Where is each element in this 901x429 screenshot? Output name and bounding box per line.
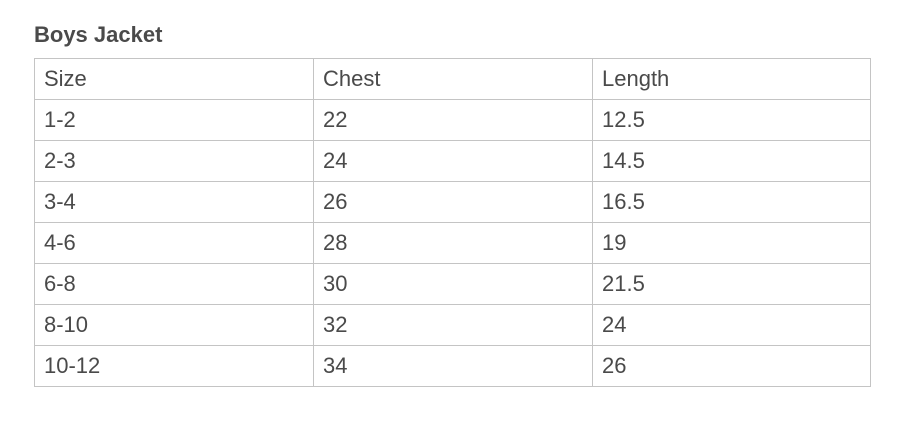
table-cell: 10-12 <box>34 345 314 387</box>
column-header: Chest <box>313 58 593 100</box>
table-cell: 2-3 <box>34 140 314 182</box>
table-cell: 6-8 <box>34 263 314 305</box>
table-cell: 14.5 <box>592 140 871 182</box>
table-cell: 12.5 <box>592 99 871 141</box>
table-cell: 28 <box>313 222 593 264</box>
table-cell: 4-6 <box>34 222 314 264</box>
table-cell: 19 <box>592 222 871 264</box>
table-cell: 3-4 <box>34 181 314 223</box>
table-row: 3-4 26 16.5 <box>34 181 871 223</box>
header-row: Size Chest Length <box>34 58 871 100</box>
table-cell: 26 <box>592 345 871 387</box>
table-row: 10-12 34 26 <box>34 345 871 387</box>
table-row: 1-2 22 12.5 <box>34 99 871 141</box>
table-row: 6-8 30 21.5 <box>34 263 871 305</box>
table-row: 8-10 32 24 <box>34 304 871 346</box>
table-cell: 8-10 <box>34 304 314 346</box>
table-cell: 24 <box>592 304 871 346</box>
table-title: Boys Jacket <box>34 22 163 47</box>
table-cell: 26 <box>313 181 593 223</box>
table-cell: 1-2 <box>34 99 314 141</box>
table-row: 4-6 28 19 <box>34 222 871 264</box>
table-cell: 16.5 <box>592 181 871 223</box>
column-header: Size <box>34 58 314 100</box>
table-row: 2-3 24 14.5 <box>34 140 871 182</box>
table-cell: 24 <box>313 140 593 182</box>
table-cell: 32 <box>313 304 593 346</box>
table-cell: 22 <box>313 99 593 141</box>
size-chart-table: Size Chest Length 1-2 22 12.5 2-3 24 14.5 3-4 26 16… <box>34 58 871 387</box>
table-cell: 21.5 <box>592 263 871 305</box>
column-header: Length <box>592 58 871 100</box>
table-cell: 30 <box>313 263 593 305</box>
table-cell: 34 <box>313 345 593 387</box>
